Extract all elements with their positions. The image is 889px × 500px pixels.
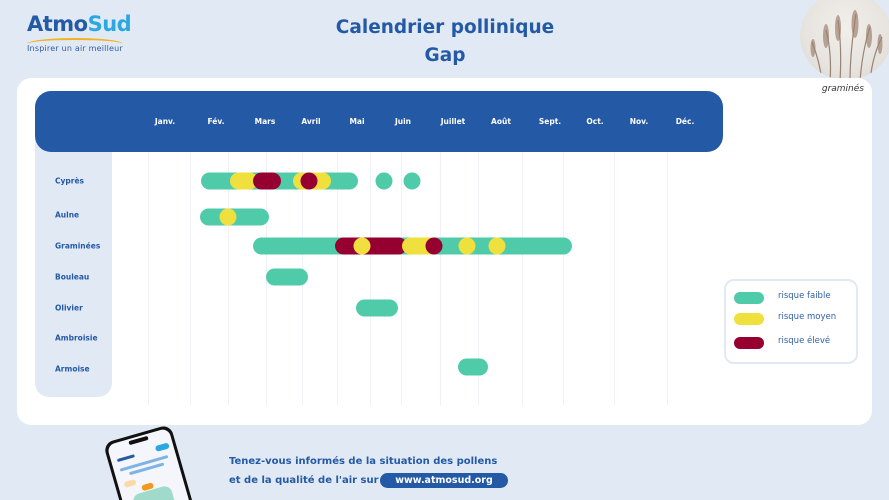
legend-label: risque élevé	[778, 336, 831, 346]
gridline	[190, 152, 191, 405]
bar-cypres-eleve	[253, 172, 281, 190]
row-label-graminees: Graminées	[55, 241, 101, 251]
month-label: Mars	[254, 117, 276, 126]
gridline	[478, 152, 479, 405]
phone-icons	[154, 442, 170, 452]
row-label-ambroisie: Ambroisie	[55, 333, 98, 343]
month-label: Nov.	[629, 117, 649, 126]
month-header: Janv. Fév. Mars Avril Mai Juin Juillet A…	[35, 91, 723, 152]
row-label-olivier: Olivier	[55, 303, 83, 313]
dot-cypres-faible-2	[403, 172, 421, 190]
title-text: Calendrier pollinique	[335, 17, 555, 38]
month-label: Sept.	[538, 117, 562, 126]
phone-tab	[123, 478, 137, 489]
row-label-bouleau: Bouleau	[55, 272, 90, 282]
gridline	[563, 152, 564, 405]
city-title: Gap	[424, 45, 466, 66]
gridline	[370, 152, 371, 405]
month-label: Août	[491, 117, 511, 126]
phone-logo	[116, 454, 135, 463]
page-title: Calendrier pollinique Gap	[300, 14, 590, 70]
phone-mockup-icon	[102, 424, 196, 500]
month-label: Mai	[349, 117, 365, 126]
gridline	[337, 152, 338, 405]
dot-graminees-moyen-3	[488, 237, 506, 255]
calendar-card: graminés Janv. Fév. Mars Avril Mai Juin …	[17, 78, 872, 425]
logo-atmo: Atmo	[27, 12, 88, 36]
row-label-aulne: Aulne	[55, 210, 80, 220]
gridline	[401, 152, 402, 405]
bar-graminees-eleve	[335, 237, 407, 255]
month-label: Oct.	[586, 117, 604, 126]
legend: risque faible risque moyen risque élevé	[724, 279, 858, 364]
species-column: Cyprès Aulne Graminées Bouleau Olivier A…	[35, 138, 112, 397]
gridline	[614, 152, 615, 405]
logo-sud: Sud	[87, 12, 132, 36]
legend-label: risque moyen	[778, 312, 837, 322]
dot-graminees-eleve	[425, 237, 443, 255]
bar-olivier-faible	[356, 299, 398, 317]
row-label-armoise: Armoise	[55, 364, 90, 374]
dot-cypres-eleve	[300, 172, 318, 190]
logo-tagline: Inspirer un air meilleur	[27, 44, 123, 53]
grass-photo-icon	[800, 0, 889, 80]
month-label: Déc.	[675, 117, 695, 126]
bar-cypres-moyen	[230, 172, 258, 190]
gridline	[667, 152, 668, 405]
month-label: Juin	[394, 117, 412, 126]
bar-armoise-faible	[458, 358, 488, 376]
legend-label: risque faible	[778, 291, 831, 301]
legend-swatch-eleve	[734, 337, 764, 349]
legend-swatch-faible	[734, 292, 764, 304]
atmosud-logo: AtmoSud Inspirer un air meilleur	[27, 12, 132, 53]
row-label-cypres: Cyprès	[55, 176, 85, 186]
logo-wordmark: AtmoSud	[27, 12, 132, 36]
month-label: Janv.	[154, 117, 176, 126]
dot-graminees-moyen-2	[458, 237, 476, 255]
footer-text-line1: Tenez-vous informés de la situation des …	[229, 456, 498, 467]
footer-text-line2: et de la qualité de l'air sur :	[229, 475, 387, 486]
dot-aulne-moyen	[219, 208, 237, 226]
bar-bouleau-faible	[266, 268, 308, 286]
month-label: Juillet	[440, 117, 466, 126]
phone-notch	[128, 435, 149, 446]
month-label: Fév.	[207, 117, 225, 126]
gridline	[148, 152, 149, 405]
logo-wave-icon	[27, 38, 123, 44]
dot-graminees-moyen	[353, 237, 371, 255]
phone-screen	[106, 427, 192, 500]
legend-swatch-moyen	[734, 313, 764, 325]
photo-caption: graminés	[821, 84, 864, 94]
gridline	[440, 152, 441, 405]
phone-map	[131, 484, 179, 500]
website-link[interactable]: www.atmosud.org	[380, 473, 508, 488]
month-label: Avril	[301, 117, 321, 126]
gridline	[228, 152, 229, 405]
gridline	[522, 152, 523, 405]
dot-cypres-faible	[375, 172, 393, 190]
